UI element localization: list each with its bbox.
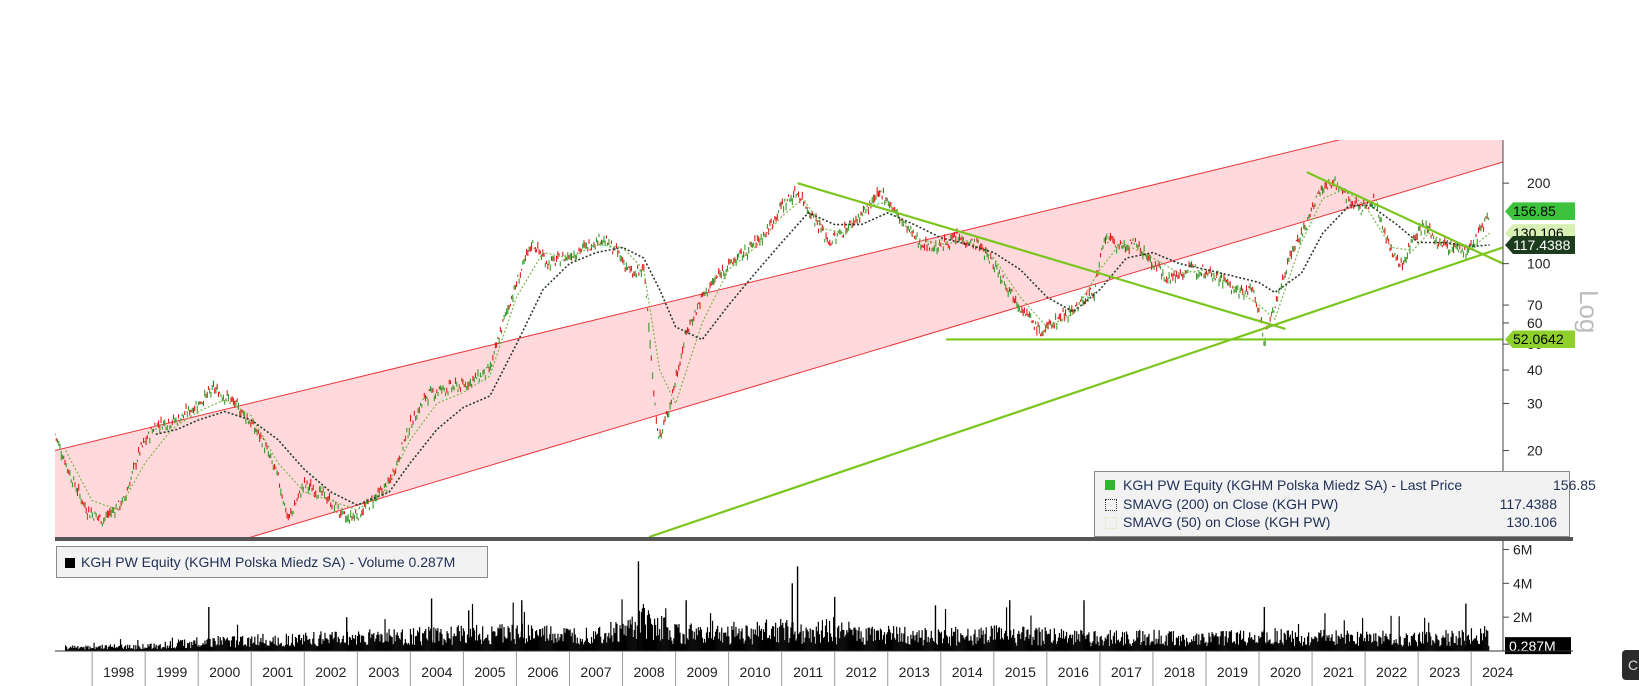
x-tick-label: 2019 [1217, 664, 1248, 680]
price-y-tick-label: 20 [1527, 443, 1543, 459]
legend-name: SMAVG (50) on Close (KGH PW) [1123, 514, 1331, 530]
price-tag: 156.85 [1505, 202, 1575, 221]
x-tick-label: 2015 [1005, 664, 1036, 680]
volume-panel: 6M 4M 2M 0.287M [65, 541, 1571, 655]
last-price-swatch [1105, 480, 1115, 490]
volume-y-tick-label: 2M [1513, 609, 1532, 625]
x-tick-label: 2006 [527, 664, 558, 680]
x-tick-label: 2011 [793, 664, 823, 680]
chart-menu-button[interactable]: C [1622, 650, 1639, 680]
channel-lower-line [249, 161, 1503, 537]
x-tick-label: 2001 [262, 664, 293, 680]
price-y-tick-label: 30 [1527, 395, 1543, 411]
price-y-tick-label: 40 [1527, 362, 1543, 378]
volume-legend: KGH PW Equity (KGHM Polska Miedz SA) - V… [56, 546, 488, 578]
x-tick-label: 2020 [1270, 664, 1301, 680]
price-legend: KGH PW Equity (KGHM Polska Miedz SA) - L… [1094, 471, 1596, 537]
sma50-line [65, 188, 1491, 511]
resistance-line-1 [797, 182, 1286, 330]
volume-swatch [65, 558, 75, 568]
x-tick-label: 2000 [209, 664, 240, 680]
x-tick-label: 2023 [1429, 664, 1460, 680]
x-tick-label: 2002 [315, 664, 346, 680]
x-axis: 1998 1999 2000 2001 2002 2003 2004 2005 2006 2007… [55, 650, 1573, 686]
regression-channel-fill [55, 140, 1503, 537]
legend-name: SMAVG (200) on Close (KGH PW) [1123, 496, 1339, 512]
x-tick-label: 1998 [103, 664, 134, 680]
volume-last-tag-label: 0.287M [1509, 638, 1556, 654]
legend-name: KGH PW Equity (KGHM Polska Miedz SA) - L… [1123, 477, 1463, 493]
price-panel: 10203040506070100200 [55, 140, 1573, 541]
x-tick-label: 2010 [740, 664, 771, 680]
x-tick-label: 2005 [474, 664, 505, 680]
x-tick-label: 2018 [1164, 664, 1195, 680]
sma50-swatch [1105, 517, 1117, 529]
x-tick-label: 2007 [580, 664, 611, 680]
price-y-tick-label: 100 [1527, 256, 1551, 272]
volume-y-tick-label: 4M [1513, 575, 1532, 591]
price-y-tick-label: 200 [1527, 175, 1551, 191]
legend-entry-sma50: SMAVG (50) on Close (KGH PW) 130.106 [1103, 513, 1561, 531]
panel-divider [55, 537, 1573, 541]
x-tick-label: 2024 [1482, 664, 1513, 680]
sma200-swatch [1105, 499, 1117, 511]
legend-value: 130.106 [1506, 514, 1557, 530]
x-tick-label: 2013 [899, 664, 930, 680]
price-plot-area [55, 140, 1503, 537]
price-tag: 52.0642 [1505, 330, 1575, 349]
price-y-tick-label: 60 [1527, 315, 1543, 331]
x-tick-label: 2012 [846, 664, 877, 680]
price-tag: 117.4388 [1505, 235, 1575, 254]
legend-value: 117.4388 [1499, 496, 1557, 512]
legend-entry-last-price: KGH PW Equity (KGHM Polska Miedz SA) - L… [1103, 476, 1596, 494]
x-tick-label: 2021 [1323, 664, 1354, 680]
x-tick-label: 2009 [687, 664, 718, 680]
sma200-line [155, 204, 1490, 506]
price-y-tick-label: 70 [1527, 297, 1543, 313]
resistance-line-2 [1306, 171, 1503, 265]
x-tick-label: 2022 [1376, 664, 1407, 680]
log-scale-label: Log [1574, 290, 1604, 334]
support-trend-line [648, 246, 1503, 537]
channel-upper-line [55, 140, 1341, 452]
volume-last-tag [1505, 637, 1571, 655]
x-tick-label: 2014 [952, 664, 983, 680]
x-tick-label: 1999 [156, 664, 187, 680]
x-tick-label: 2017 [1111, 664, 1142, 680]
x-tick-label: 2003 [368, 664, 399, 680]
x-tick-label: 2008 [633, 664, 664, 680]
x-tick-label: 2016 [1058, 664, 1089, 680]
volume-legend-label: KGH PW Equity (KGHM Polska Miedz SA) - V… [81, 554, 456, 570]
volume-y-tick-label: 6M [1513, 541, 1532, 557]
legend-entry-sma200: SMAVG (200) on Close (KGH PW) 117.4388 [1103, 495, 1561, 513]
x-tick-label: 2004 [421, 664, 452, 680]
legend-value: 156.85 [1553, 477, 1596, 493]
